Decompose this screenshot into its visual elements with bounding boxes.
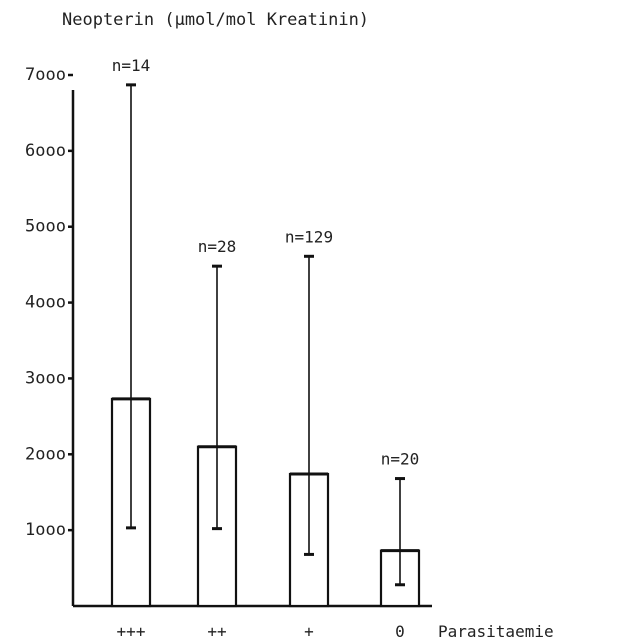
y-tick-label: 7ooo bbox=[25, 65, 66, 85]
y-tick-label: 2ooo bbox=[25, 444, 66, 464]
sample-size-label: n=129 bbox=[285, 227, 333, 246]
x-tick-label: ++ bbox=[207, 622, 226, 641]
y-tick-label: 4ooo bbox=[25, 293, 66, 313]
x-tick-label: +++ bbox=[117, 622, 146, 641]
x-tick-label: + bbox=[304, 622, 314, 641]
sample-size-label: n=14 bbox=[112, 56, 151, 75]
chart-title: Neopterin (μmol/mol Kreatinin) bbox=[62, 10, 369, 30]
sample-size-label: n=28 bbox=[198, 237, 237, 256]
sample-size-label: n=20 bbox=[381, 450, 420, 469]
x-tick-label: 0 bbox=[395, 622, 405, 641]
y-tick-label: 6ooo bbox=[25, 141, 66, 161]
y-tick-label: 3ooo bbox=[25, 368, 66, 388]
y-tick-label: 1ooo bbox=[25, 520, 66, 540]
x-axis-label: Parasitaemie bbox=[438, 622, 554, 641]
y-tick-label: 5ooo bbox=[25, 217, 66, 237]
